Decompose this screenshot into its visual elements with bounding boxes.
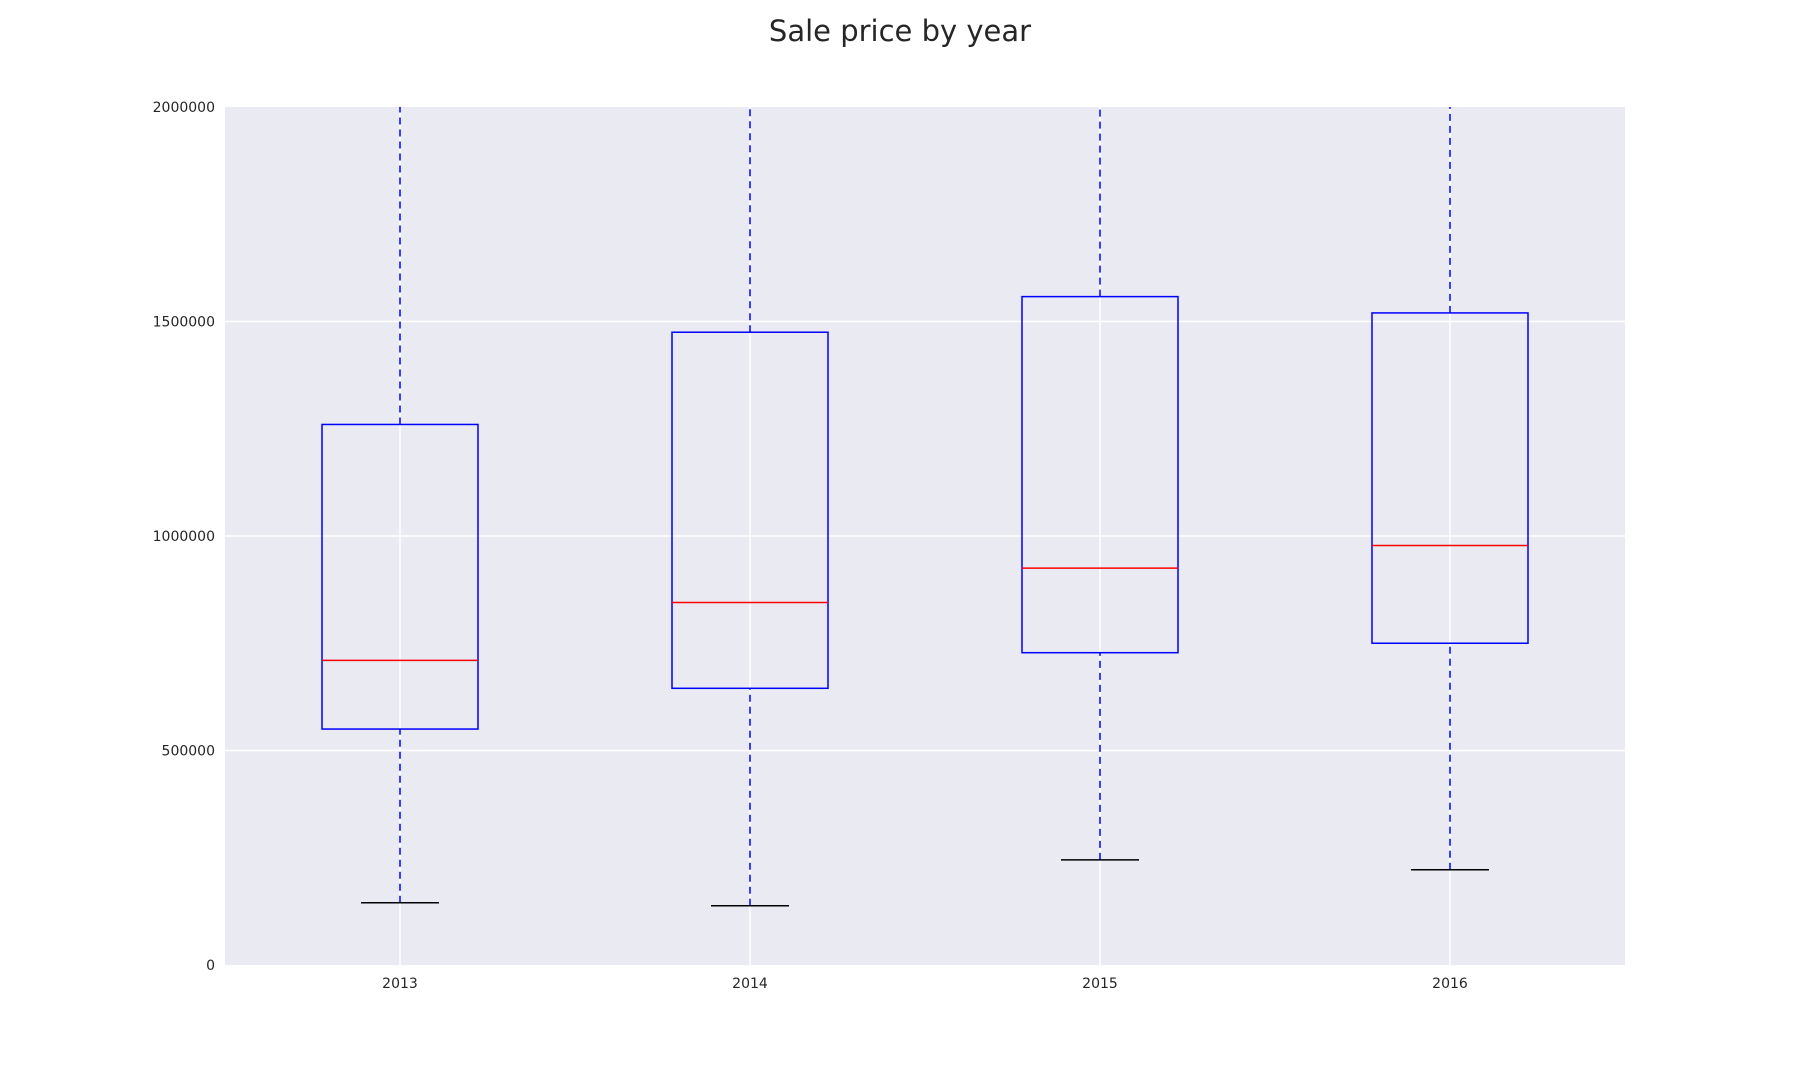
x-tick-label: 2016 (1432, 976, 1468, 992)
grid-lines (225, 107, 1625, 965)
y-tick-label: 1000000 (153, 529, 215, 545)
boxes (321, 107, 1529, 907)
box-group (321, 107, 479, 904)
x-axis-ticks: 2013 2014 2015 2016 (382, 976, 1468, 992)
iqr-box (321, 423, 479, 730)
iqr-box (1371, 312, 1529, 644)
x-tick-label: 2013 (382, 976, 418, 992)
y-axis-ticks: 0 500000 1000000 1500000 2000000 (153, 100, 215, 974)
box-group (1371, 107, 1529, 871)
x-tick-label: 2015 (1082, 976, 1118, 992)
y-tick-label: 0 (206, 958, 215, 974)
y-tick-label: 2000000 (153, 100, 215, 116)
box-group (671, 107, 829, 907)
y-tick-label: 1500000 (153, 315, 215, 331)
x-tick-label: 2014 (732, 976, 768, 992)
y-tick-label: 500000 (162, 744, 215, 760)
iqr-box (671, 331, 829, 690)
iqr-box (1021, 295, 1179, 654)
chart-title: Sale price by year (768, 14, 1032, 48)
box-group (1021, 107, 1179, 861)
